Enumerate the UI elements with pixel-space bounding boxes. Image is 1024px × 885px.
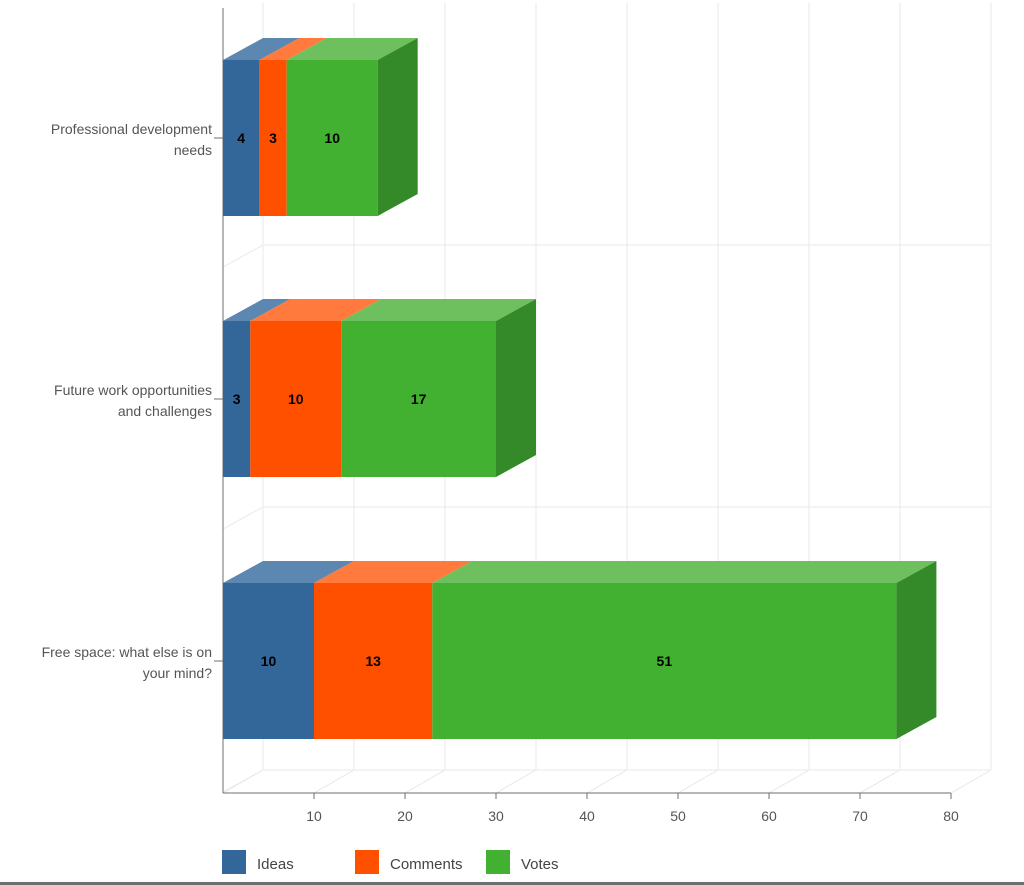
bar xyxy=(250,321,342,477)
category-label: Free space: what else is on your mind? xyxy=(42,644,213,681)
bar-segment-ideas: 4 xyxy=(223,38,300,216)
bottom-border xyxy=(0,882,1024,885)
data-label: 10 xyxy=(288,391,304,407)
x-tick-label: 40 xyxy=(579,808,595,824)
x-tick-label: 60 xyxy=(761,808,777,824)
bar-top-face xyxy=(341,299,536,321)
bar-top-face xyxy=(250,299,382,321)
bar-segment-votes: 10 xyxy=(286,38,418,216)
bar-segment-comments: 10 xyxy=(250,299,382,477)
bar xyxy=(223,321,251,477)
bar-top-face xyxy=(223,299,291,321)
floor-gridline xyxy=(950,769,992,794)
bar-side-face xyxy=(377,38,418,216)
data-label: 3 xyxy=(233,391,241,407)
side-wall-line xyxy=(222,506,264,530)
bar xyxy=(223,583,314,739)
legend-swatch-votes xyxy=(486,850,510,874)
category-label: Professional development needs xyxy=(51,121,212,158)
bar-segment-ideas: 10 xyxy=(223,561,354,739)
floor-gridline xyxy=(495,769,537,794)
bar-top-face xyxy=(223,38,300,60)
x-tick-label: 20 xyxy=(397,808,413,824)
bar-segment-ideas: 3 xyxy=(223,299,291,477)
legend: Ideas Comments Votes xyxy=(222,850,559,874)
x-tick-label: 30 xyxy=(488,808,504,824)
bar xyxy=(286,60,378,216)
floor-gridline xyxy=(768,769,810,794)
bar xyxy=(223,60,260,216)
data-label: 10 xyxy=(261,653,277,669)
bar xyxy=(341,321,496,477)
floor-gridline xyxy=(404,769,446,794)
side-wall-line xyxy=(222,244,264,268)
data-label: 17 xyxy=(411,391,427,407)
bar xyxy=(259,60,287,216)
bar-segment-comments: 13 xyxy=(314,561,473,739)
bar-segment-votes: 51 xyxy=(432,561,937,739)
data-label: 4 xyxy=(237,130,245,146)
data-label: 13 xyxy=(365,653,381,669)
bar-top-face xyxy=(432,561,937,583)
bar-top-face xyxy=(286,38,418,60)
legend-label-ideas: Ideas xyxy=(257,856,294,873)
bar-side-face xyxy=(896,561,937,739)
x-tick-label: 50 xyxy=(670,808,686,824)
floor-gridline xyxy=(859,769,901,794)
legend-swatch-ideas xyxy=(222,850,246,874)
data-label: 3 xyxy=(269,130,277,146)
data-label: 10 xyxy=(324,130,340,146)
x-tick-label: 70 xyxy=(852,808,868,824)
data-label: 51 xyxy=(657,653,673,669)
bar-top-face xyxy=(223,561,354,583)
bar-side-face xyxy=(496,299,536,477)
category-label: Future work opportunities and challenges xyxy=(54,382,212,419)
bar-top-face xyxy=(314,561,473,583)
floor-gridline xyxy=(313,769,355,794)
floor-gridline xyxy=(586,769,628,794)
bar-segment-comments: 3 xyxy=(259,38,327,216)
bar xyxy=(314,583,433,739)
side-wall-line xyxy=(222,769,264,793)
legend-swatch-comments xyxy=(355,850,379,874)
bar xyxy=(432,583,897,739)
bar-segment-votes: 17 xyxy=(341,299,536,477)
floor-gridline xyxy=(677,769,719,794)
legend-label-comments: Comments xyxy=(390,856,463,873)
x-tick-label: 10 xyxy=(306,808,322,824)
x-tick-label: 80 xyxy=(943,808,959,824)
legend-label-votes: Votes xyxy=(521,856,559,873)
bar-top-face xyxy=(259,38,327,60)
